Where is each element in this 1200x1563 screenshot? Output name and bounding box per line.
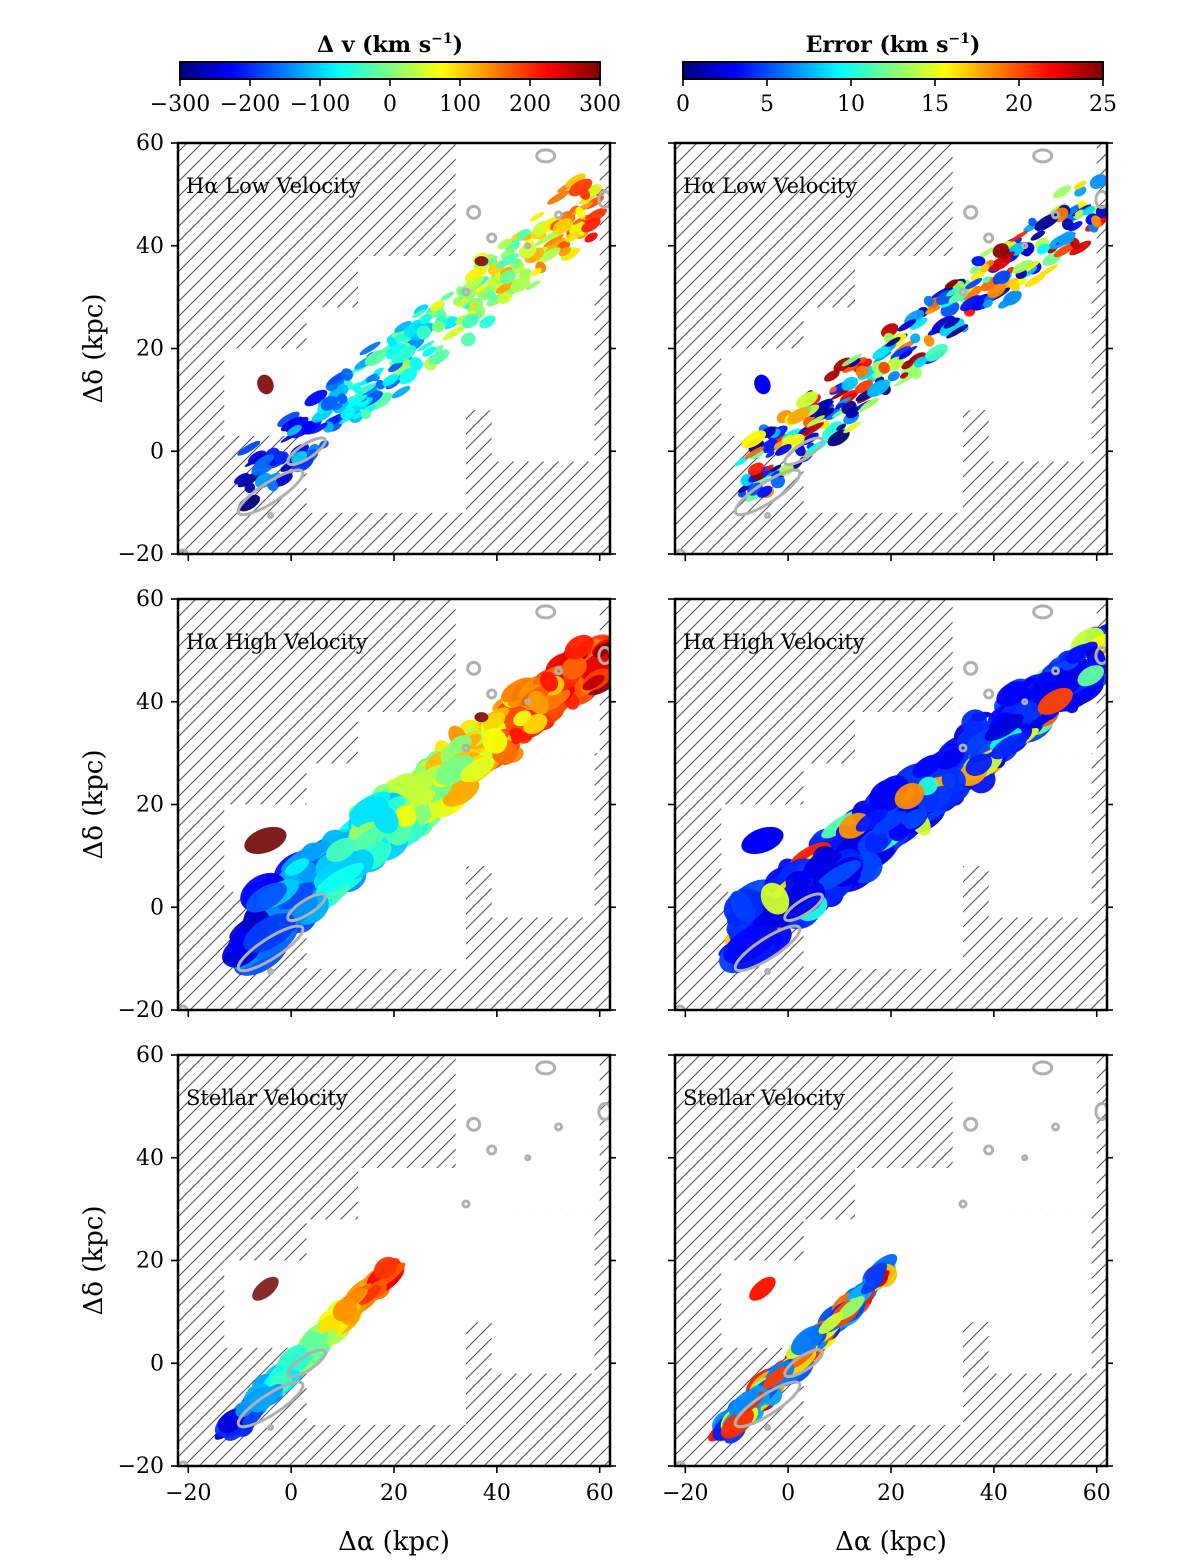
colorbar-title: Δ v (km s−1) bbox=[317, 31, 463, 58]
y-tick-label: 60 bbox=[136, 1043, 164, 1068]
panel-2-error: Hα High Velocity bbox=[668, 597, 1113, 1017]
y-axis-label: Δδ (kpc) bbox=[79, 750, 109, 860]
panel-label: Hα Low Velocity bbox=[683, 174, 857, 198]
colorbar-tick-label: 25 bbox=[1089, 92, 1117, 117]
panel-label: Stellar Velocity bbox=[186, 1086, 348, 1110]
colorbar-tick-label: −200 bbox=[220, 92, 280, 117]
panel-1-error: Hα Low Velocity bbox=[668, 141, 1113, 561]
error-map bbox=[718, 622, 1107, 974]
y-tick-label: 60 bbox=[136, 131, 164, 156]
colorbar-tick-label: 10 bbox=[837, 92, 865, 117]
y-tick-label: −20 bbox=[118, 542, 164, 567]
panel-3-error: Stellar Velocity −20 0 20 40 60 Δα (kpc) bbox=[662, 1053, 1113, 1557]
y-tick-label: 40 bbox=[136, 1146, 164, 1171]
field-footprint bbox=[988, 297, 1092, 462]
contours bbox=[178, 1060, 610, 1466]
panel-3-velocity: Stellar Velocity −20 0 20 40 60 −20 0 20 40 60 Δδ (… bbox=[79, 1043, 616, 1557]
field-footprint bbox=[491, 753, 595, 918]
colorbar-tick-label: 20 bbox=[1005, 92, 1033, 117]
colorbar-tick-label: −100 bbox=[290, 92, 350, 117]
panel-label: Hα High Velocity bbox=[683, 630, 865, 654]
panel-2-velocity: Hα High Velocity −20 0 20 40 60 Δδ (kpc) bbox=[79, 587, 616, 1023]
x-tick-label: −20 bbox=[662, 1481, 708, 1506]
contours bbox=[178, 148, 610, 554]
x-tick-label: 40 bbox=[483, 1481, 511, 1506]
field-footprint bbox=[988, 1209, 1092, 1374]
y-tick-label: 40 bbox=[136, 234, 164, 259]
colorbar-tick-label: 15 bbox=[921, 92, 949, 117]
x-tick-label: 20 bbox=[877, 1481, 905, 1506]
colorbar-tick-label: 0 bbox=[676, 92, 690, 117]
colorbar-gradient bbox=[179, 61, 601, 80]
x-tick-label: 60 bbox=[1083, 1481, 1111, 1506]
y-tick-label: 20 bbox=[136, 793, 164, 818]
y-tick-label: 0 bbox=[150, 895, 164, 920]
colorbar-title: Error (km s−1) bbox=[806, 31, 981, 58]
velocity-map bbox=[234, 173, 607, 512]
contours bbox=[675, 148, 1107, 554]
panel-1-velocity: Hα Low Velocity −20 0 20 40 60 Δδ (kpc) bbox=[79, 131, 616, 567]
y-tick-label: −20 bbox=[118, 1454, 164, 1479]
y-axis-label: Δδ (kpc) bbox=[79, 294, 109, 404]
contours bbox=[675, 1060, 1107, 1466]
y-tick-label: 60 bbox=[136, 587, 164, 612]
x-tick-label: 0 bbox=[781, 1481, 795, 1506]
y-tick-label: −20 bbox=[118, 998, 164, 1023]
colorbar-1: Error (km s−1) 0 5 10 15 20 25 bbox=[676, 31, 1117, 117]
y-tick-label: 40 bbox=[136, 690, 164, 715]
y-tick-label: 0 bbox=[150, 1351, 164, 1376]
field-footprint bbox=[491, 297, 595, 462]
colorbar-0: Δ v (km s−1) −300 −200 −100 0 100 200 300 bbox=[150, 31, 621, 117]
y-tick-label: 20 bbox=[136, 1249, 164, 1274]
colorbar-tick-label: 100 bbox=[439, 92, 481, 117]
x-tick-label: 0 bbox=[284, 1481, 298, 1506]
panel-label: Hα High Velocity bbox=[186, 630, 368, 654]
contours bbox=[675, 604, 1107, 1010]
error-map bbox=[734, 174, 1107, 502]
y-tick-label: 20 bbox=[136, 337, 164, 362]
x-tick-label: 60 bbox=[586, 1481, 614, 1506]
x-axis-label: Δα (kpc) bbox=[835, 1527, 947, 1557]
contours bbox=[178, 604, 610, 1010]
x-tick-label: 20 bbox=[380, 1481, 408, 1506]
field-footprint bbox=[491, 1209, 595, 1374]
panel-label: Hα Low Velocity bbox=[186, 174, 360, 198]
colorbar-tick-label: 0 bbox=[383, 92, 397, 117]
y-axis-label: Δδ (kpc) bbox=[79, 1206, 109, 1316]
x-tick-label: −20 bbox=[165, 1481, 211, 1506]
panel-label: Stellar Velocity bbox=[683, 1086, 845, 1110]
colorbar-tick-label: 300 bbox=[579, 92, 621, 117]
field-footprint bbox=[988, 753, 1092, 918]
x-axis-label: Δα (kpc) bbox=[338, 1527, 450, 1557]
x-tick-label: 40 bbox=[980, 1481, 1008, 1506]
field-footprint bbox=[455, 1055, 600, 1210]
colorbar-tick-label: −300 bbox=[150, 92, 210, 117]
y-tick-label: 0 bbox=[150, 439, 164, 464]
colorbar-gradient bbox=[682, 61, 1104, 80]
colorbar-tick-label: 200 bbox=[509, 92, 551, 117]
field-footprint bbox=[952, 1055, 1097, 1210]
colorbar-tick-label: 5 bbox=[760, 92, 774, 117]
